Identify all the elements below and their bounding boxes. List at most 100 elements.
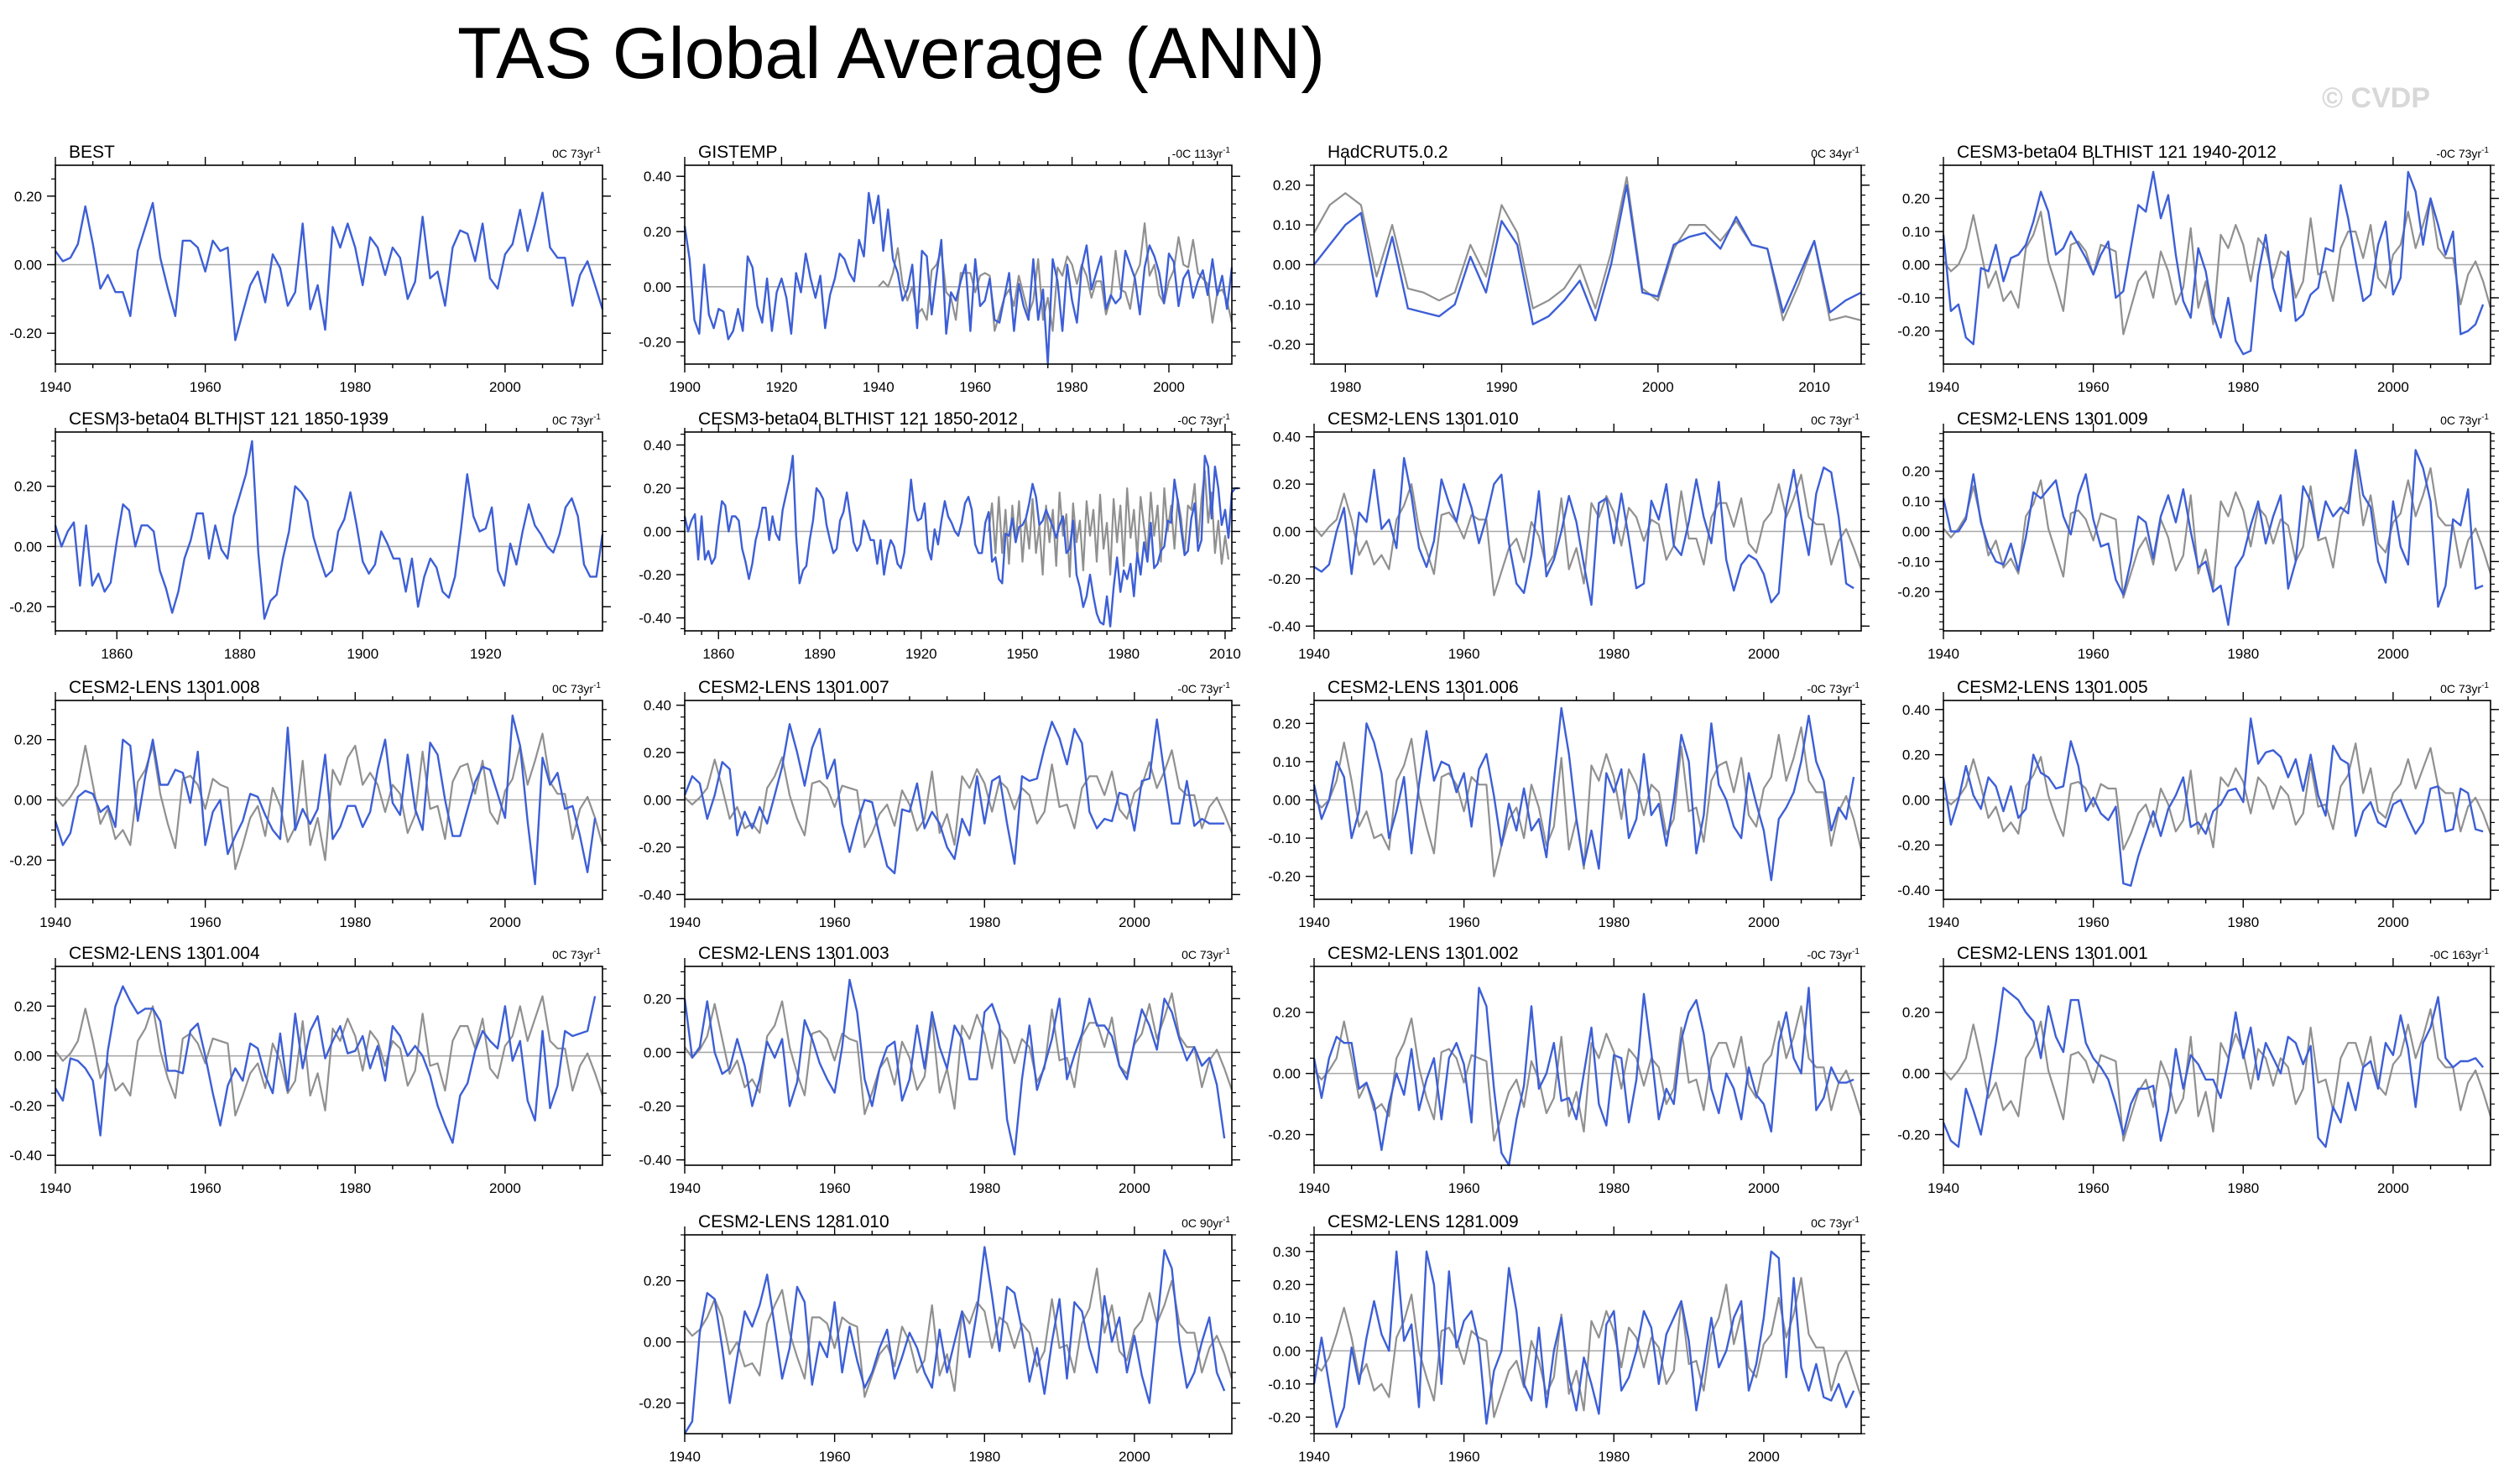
- trend-label: 0C 73yr-1: [2440, 681, 2489, 695]
- x-tick-label: 1980: [1329, 379, 1361, 395]
- panel-title: CESM2-LENS 1301.010: [1328, 409, 1519, 429]
- trend-label: -0C 163yr-1: [2430, 947, 2490, 961]
- trend-label: 0C 73yr-1: [2440, 413, 2489, 427]
- panels-grid: BEST 0C 73yr-1 1940 1960 1980 2000 0.20 0.00 -0.…: [9, 143, 2499, 1465]
- model-series-line: [54, 985, 597, 1144]
- y-tick-label: -0.20: [1268, 869, 1301, 885]
- x-tick-label: 1960: [1448, 1449, 1480, 1465]
- panel-title: CESM2-LENS 1301.007: [698, 678, 889, 697]
- model-series-line: [683, 455, 1239, 627]
- x-tick-label: 1980: [339, 379, 371, 395]
- y-tick-label: 0.00: [1902, 258, 1930, 273]
- x-tick-label: 1860: [101, 646, 133, 662]
- observation-series-line: [684, 1267, 1234, 1398]
- x-tick-label: 1940: [1298, 1449, 1330, 1465]
- plot-frame: [55, 431, 603, 632]
- trend-label: -0C 73yr-1: [1177, 681, 1230, 695]
- panel-title: HadCRUT5.0.2: [1328, 143, 1448, 162]
- model-series-line: [55, 191, 604, 341]
- observation-series-line: [1943, 1008, 2492, 1142]
- panel-title: GISTEMP: [698, 143, 778, 162]
- x-tick-label: 1980: [339, 914, 371, 930]
- y-tick-label: 0.20: [14, 998, 42, 1014]
- x-tick-label: 1980: [2227, 1180, 2259, 1196]
- panel-title: CESM3-beta04 BLTHIST 121 1940-2012: [1957, 143, 2277, 162]
- panel-title: CESM3-beta04 BLTHIST 121 1850-1939: [69, 409, 389, 429]
- chart-panel: BEST 0C 73yr-1 1940 1960 1980 2000 0.20 0.00 -0.…: [9, 143, 611, 395]
- trend-label: -0C 113yr-1: [1172, 146, 1231, 160]
- observation-series-line: [1313, 726, 1863, 877]
- y-tick-label: -0.20: [9, 599, 42, 615]
- x-tick-label: 2000: [1748, 646, 1780, 662]
- x-tick-label: 1940: [669, 1180, 701, 1196]
- chart-panel: CESM2-LENS 1301.008 0C 73yr-1 1940 1960 1980…: [9, 678, 611, 930]
- panel-title: CESM2-LENS 1301.005: [1957, 678, 2148, 697]
- y-tick-label: 0.00: [1902, 524, 1930, 540]
- x-tick-label: 1960: [1448, 914, 1480, 930]
- x-tick-label: 1980: [339, 1180, 371, 1196]
- chart-panel: CESM2-LENS 1301.010 0C 73yr-1 1940 1960 1980…: [1268, 409, 1870, 662]
- x-tick-label: 2000: [1748, 1180, 1780, 1196]
- x-tick-label: 1980: [1056, 379, 1088, 395]
- panel-title: CESM2-LENS 1301.001: [1957, 944, 2148, 963]
- plot-frame: [1313, 966, 1862, 1166]
- y-tick-label: -0.10: [1897, 290, 1930, 306]
- chart-panel: CESM2-LENS 1301.003 0C 73yr-1 1940 1960 1980…: [639, 944, 1240, 1196]
- y-tick-label: 0.00: [644, 793, 671, 809]
- y-tick-label: -0.20: [1268, 1409, 1301, 1425]
- y-tick-label: 0.40: [1273, 430, 1301, 445]
- x-tick-label: 1940: [1298, 646, 1330, 662]
- panel-title: CESM2-LENS 1301.009: [1957, 409, 2148, 429]
- chart-panel: CESM2-LENS 1281.010 0C 90yr-1 1940 1960 1980…: [639, 1212, 1240, 1465]
- x-tick-label: 2000: [1748, 1449, 1780, 1465]
- y-tick-label: 0.00: [14, 258, 42, 273]
- panel-title: CESM2-LENS 1301.002: [1328, 944, 1519, 963]
- y-tick-label: -0.20: [9, 852, 42, 868]
- x-tick-label: 1960: [2078, 914, 2110, 930]
- x-tick-label: 1960: [819, 1449, 851, 1465]
- chart-panel: CESM3-beta04 BLTHIST 121 1850-1939 0C 73y…: [9, 409, 611, 662]
- y-tick-label: -0.20: [1897, 837, 1930, 853]
- y-tick-label: 0.00: [14, 539, 42, 555]
- x-tick-label: 1880: [224, 646, 256, 662]
- x-tick-label: 2000: [1119, 1180, 1150, 1196]
- x-tick-label: 1980: [1598, 1449, 1630, 1465]
- panel-title: CESM2-LENS 1301.008: [69, 678, 260, 697]
- y-tick-label: 0.30: [1273, 1244, 1301, 1260]
- observation-series-line: [1313, 473, 1863, 596]
- y-tick-label: 0.20: [14, 479, 42, 495]
- y-tick-label: 0.20: [644, 224, 671, 240]
- y-tick-label: -0.20: [1897, 1127, 1930, 1143]
- y-tick-label: 0.00: [14, 1049, 42, 1065]
- y-tick-label: 0.20: [644, 481, 671, 497]
- x-tick-label: 1890: [804, 646, 836, 662]
- trend-label: 0C 34yr-1: [1811, 146, 1860, 160]
- y-tick-label: 0.20: [644, 1273, 671, 1289]
- y-tick-label: 0.00: [644, 524, 671, 540]
- panel-title: CESM2-LENS 1301.003: [698, 944, 889, 963]
- x-tick-label: 1980: [1108, 646, 1140, 662]
- trend-label: 0C 73yr-1: [1811, 413, 1860, 427]
- x-tick-label: 1940: [863, 379, 895, 395]
- trend-label: 0C 73yr-1: [1181, 947, 1230, 961]
- model-series-line: [1313, 456, 1854, 607]
- y-tick-label: -0.20: [639, 335, 671, 351]
- model-series-line: [1942, 449, 2484, 626]
- y-tick-label: 0.20: [644, 991, 671, 1007]
- x-tick-label: 2000: [1153, 379, 1185, 395]
- trend-label: 0C 73yr-1: [552, 681, 601, 695]
- chart-panel: CESM2-LENS 1301.007 -0C 73yr-1 1940 1960 198…: [639, 678, 1240, 930]
- x-tick-label: 2000: [1748, 914, 1780, 930]
- trend-label: 0C 73yr-1: [552, 947, 601, 961]
- x-tick-label: 1950: [1007, 646, 1039, 662]
- x-tick-label: 1980: [2227, 379, 2259, 395]
- x-tick-label: 1940: [1927, 914, 1959, 930]
- panel-title: BEST: [69, 143, 115, 162]
- chart-panel: GISTEMP -0C 113yr-1 1900 1920 1940 1960 1980 20…: [639, 143, 1240, 395]
- trend-label: -0C 73yr-1: [2436, 146, 2489, 160]
- x-tick-label: 1990: [1486, 379, 1518, 395]
- y-tick-label: -0.40: [639, 611, 671, 627]
- plot-frame: [55, 966, 603, 1166]
- y-tick-label: -0.10: [1268, 297, 1301, 313]
